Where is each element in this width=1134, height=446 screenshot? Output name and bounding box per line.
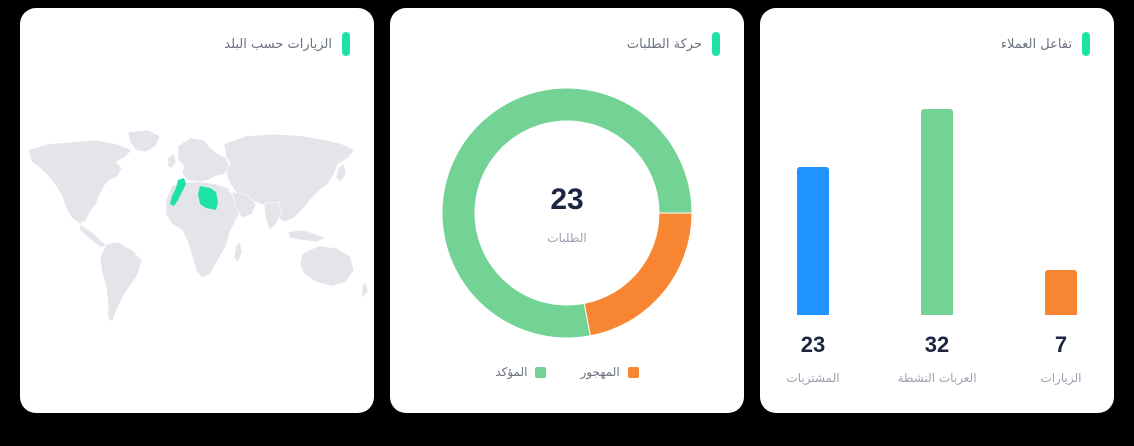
legend-swatch-abandoned <box>627 366 639 378</box>
map-japan[interactable] <box>335 163 347 183</box>
legend-item-abandoned[interactable]: المهجور <box>580 365 639 379</box>
stat-value: 32 <box>924 332 950 357</box>
map-south-america[interactable] <box>99 241 143 323</box>
stat-value: 23 <box>800 332 826 357</box>
stat-visits: 7 الزيارات <box>1001 332 1114 385</box>
stat-label: الزيارات <box>1040 371 1082 385</box>
card-header: حركة الطلبات <box>627 32 720 56</box>
map-australia[interactable] <box>299 245 355 287</box>
orders-movement-card: حركة الطلبات 23 الطلبات المهجور المؤكد <box>390 8 744 413</box>
donut-center: 23 الطلبات <box>503 183 631 245</box>
card-header: تفاعل العملاء <box>1001 32 1090 56</box>
map-africa[interactable] <box>165 181 243 279</box>
stat-label: العربات النشطة <box>897 371 977 385</box>
accent-bar <box>342 32 350 56</box>
donut-slice-abandoned[interactable] <box>583 212 693 337</box>
customer-engagement-card: تفاعل العملاء 7 الزيارات 32 العربات النش… <box>760 8 1114 413</box>
map-asia[interactable] <box>223 133 355 223</box>
orders-total-label: الطلبات <box>547 231 587 245</box>
map-uk[interactable] <box>167 153 177 169</box>
map-north-america[interactable] <box>27 139 133 225</box>
bar-active-carts[interactable] <box>921 109 953 315</box>
visits-by-country-card: الزيارات حسب البلد <box>20 8 374 413</box>
legend-label-abandoned: المهجور <box>580 365 620 379</box>
orders-donut-chart[interactable] <box>440 86 694 340</box>
map-arabia[interactable] <box>231 191 257 219</box>
legend-swatch-confirmed <box>535 366 547 378</box>
card-title: الزيارات حسب البلد <box>224 36 332 52</box>
map-libya[interactable] <box>198 186 218 210</box>
bar-purchases[interactable] <box>797 167 829 315</box>
map-europe[interactable] <box>177 137 231 183</box>
map-new-zealand[interactable] <box>361 281 369 299</box>
accent-bar <box>1082 32 1090 56</box>
donut-slice-confirmed[interactable] <box>441 87 693 339</box>
map-central-america[interactable] <box>79 223 107 249</box>
map-india[interactable] <box>263 201 283 231</box>
world-map[interactable] <box>20 128 374 328</box>
legend-item-confirmed[interactable]: المؤكد <box>495 365 547 379</box>
map-madagascar[interactable] <box>233 241 243 263</box>
orders-total-value: 23 <box>550 183 584 216</box>
card-title: تفاعل العملاء <box>1000 36 1072 52</box>
map-morocco[interactable] <box>170 178 186 206</box>
map-greenland[interactable] <box>127 129 161 153</box>
card-title: حركة الطلبات <box>626 36 702 52</box>
bar-visits[interactable] <box>1045 270 1077 315</box>
stat-active-carts: 32 العربات النشطة <box>877 332 997 385</box>
stat-label: المشتريات <box>786 371 840 385</box>
card-header: الزيارات حسب البلد <box>224 32 350 56</box>
map-indonesia[interactable] <box>287 229 327 243</box>
accent-bar <box>712 32 720 56</box>
legend-label-confirmed: المؤكد <box>495 365 528 379</box>
donut-legend: المهجور المؤكد <box>390 365 744 379</box>
stat-purchases: 23 المشتريات <box>760 332 873 385</box>
stat-value: 7 <box>1054 332 1068 357</box>
